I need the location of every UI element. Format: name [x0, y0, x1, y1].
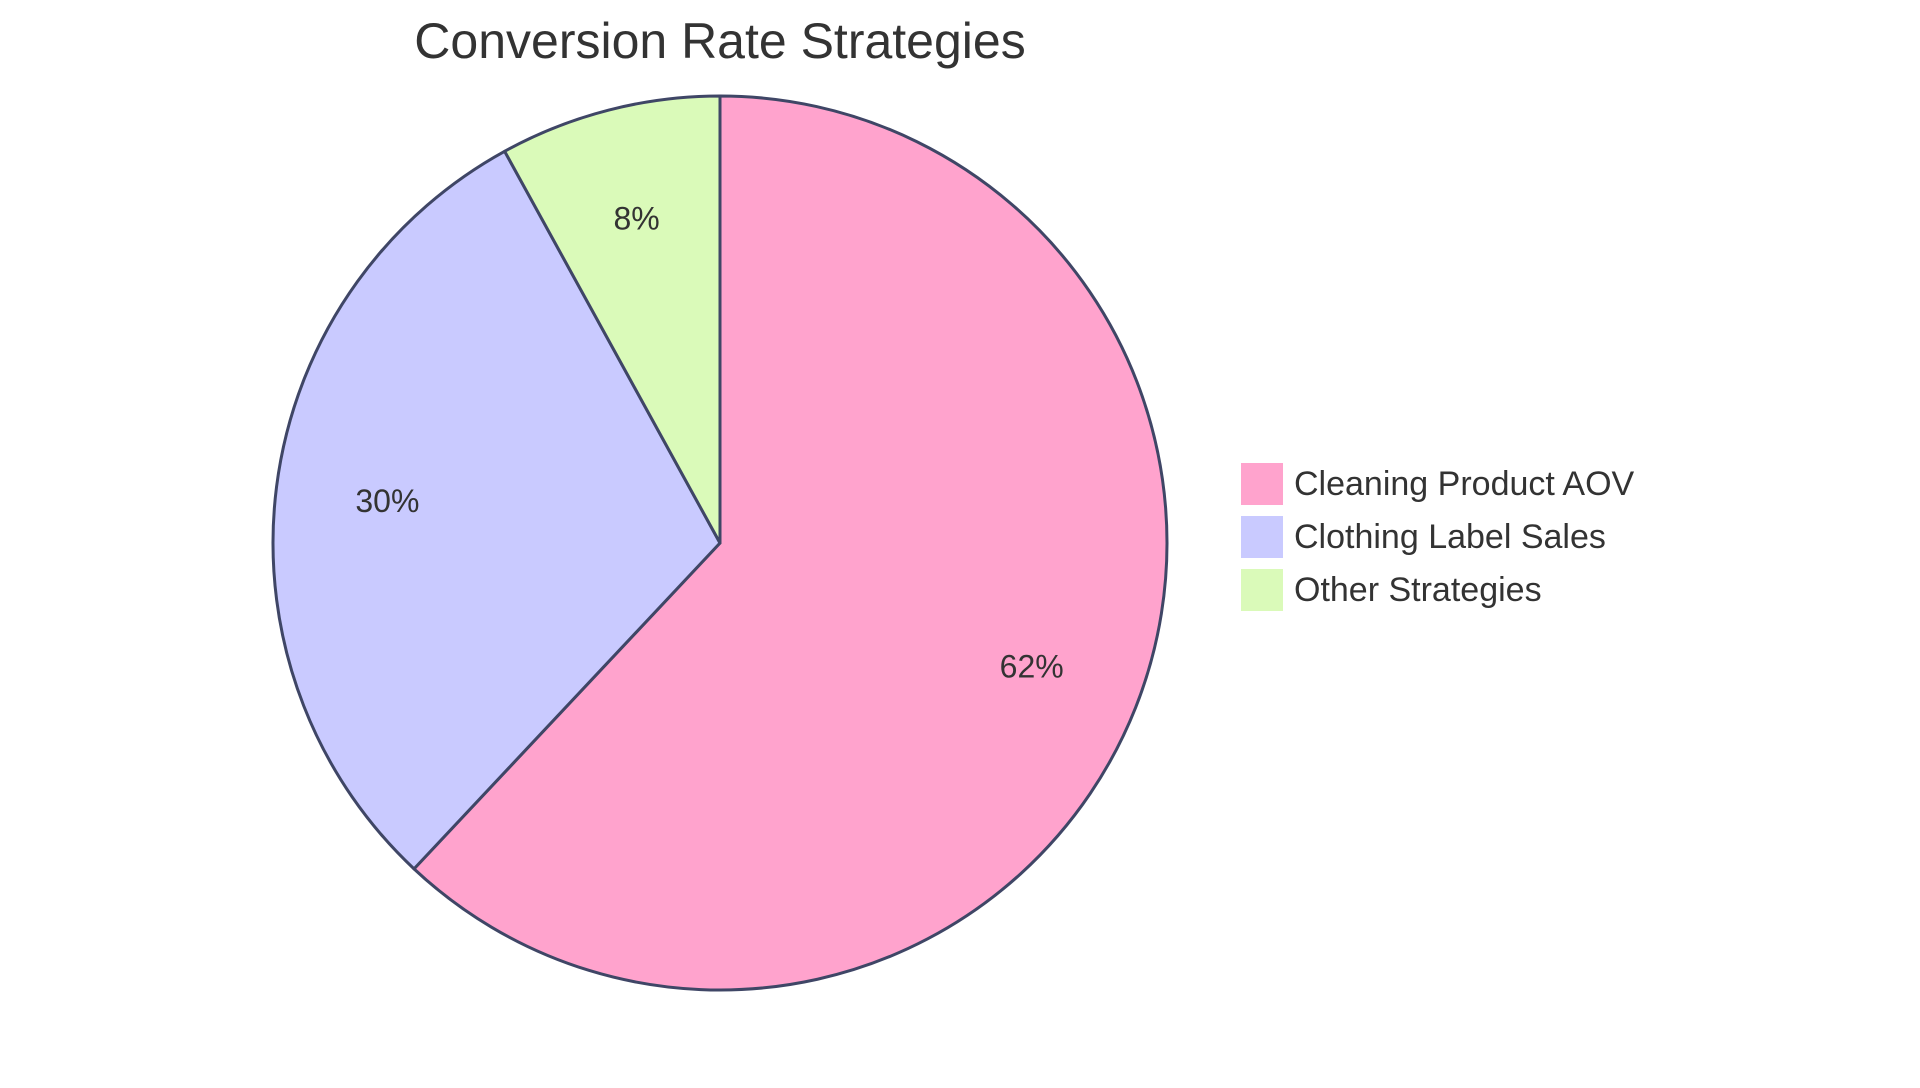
legend-label: Other Strategies — [1294, 571, 1542, 609]
slice-percent-label: 30% — [355, 483, 419, 519]
pie-slices — [271, 94, 1169, 992]
chart-title: Conversion Rate Strategies — [414, 13, 1025, 69]
pie-slice — [503, 94, 722, 545]
chart-legend: Cleaning Product AOV Clothing Label Sales… — [1239, 461, 1635, 613]
legend-swatch — [1239, 461, 1285, 507]
legend-label: Clothing Label Sales — [1294, 518, 1606, 556]
slice-percent-label: 8% — [614, 200, 660, 236]
legend-swatch — [1239, 514, 1285, 560]
pie-slice-labels: 62% 30% 8% — [355, 200, 1063, 684]
pie-slice — [271, 149, 722, 871]
pie-slice — [412, 94, 1169, 992]
legend-swatch — [1239, 567, 1285, 613]
slice-percent-label: 62% — [1000, 648, 1064, 684]
legend-label: Cleaning Product AOV — [1294, 465, 1635, 503]
